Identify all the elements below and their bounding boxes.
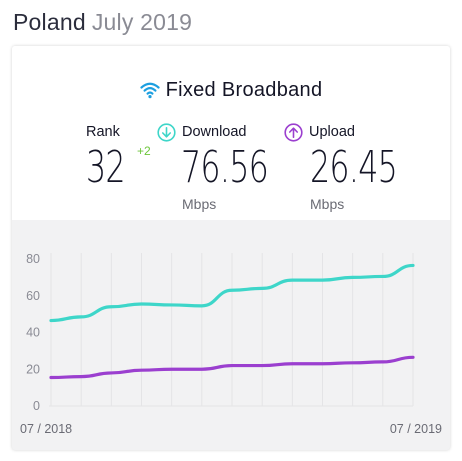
country-name: Poland: [13, 9, 86, 35]
y-tick-label: 80: [26, 252, 40, 266]
rank-label: Rank: [86, 124, 120, 140]
series-line-download: [49, 263, 415, 323]
upload-unit: Mbps: [310, 196, 345, 212]
y-tick-label: 20: [26, 362, 40, 376]
speed-card: Fixed Broadband Rank Download Upload 32 …: [12, 46, 450, 450]
connection-label: Fixed Broadband: [165, 78, 323, 101]
y-tick-label: 60: [26, 289, 40, 303]
connection-type: Fixed Broadband: [12, 76, 450, 104]
report-date: July 2019: [91, 9, 193, 35]
download-label: Download: [182, 124, 247, 140]
arrow-down-circle-icon: [157, 122, 176, 142]
upload-value: 26.45: [310, 142, 398, 193]
x-tick-label: 07 / 2019: [390, 422, 442, 436]
download-header: Download: [157, 122, 247, 142]
rank-header: Rank: [86, 122, 120, 142]
speed-summary: Fixed Broadband Rank Download Upload 32 …: [12, 46, 450, 220]
x-tick-label: 07 / 2018: [20, 422, 72, 436]
rank-value: 32: [86, 142, 126, 193]
series-line-upload: [49, 355, 415, 380]
download-unit: Mbps: [182, 196, 217, 212]
upload-header: Upload: [284, 122, 355, 142]
speed-history-chart: 0 20 40 60 80 07 / 2018 07 / 2019: [20, 252, 442, 436]
wifi-icon: [139, 82, 160, 99]
arrow-up-circle-icon: [284, 122, 303, 142]
download-value: 76.56: [181, 142, 269, 193]
y-tick-label: 40: [26, 326, 40, 340]
page-title: Poland July 2019: [13, 8, 192, 36]
y-tick-label: 0: [33, 399, 40, 413]
upload-label: Upload: [309, 124, 355, 140]
rank-change: +2: [137, 144, 151, 158]
